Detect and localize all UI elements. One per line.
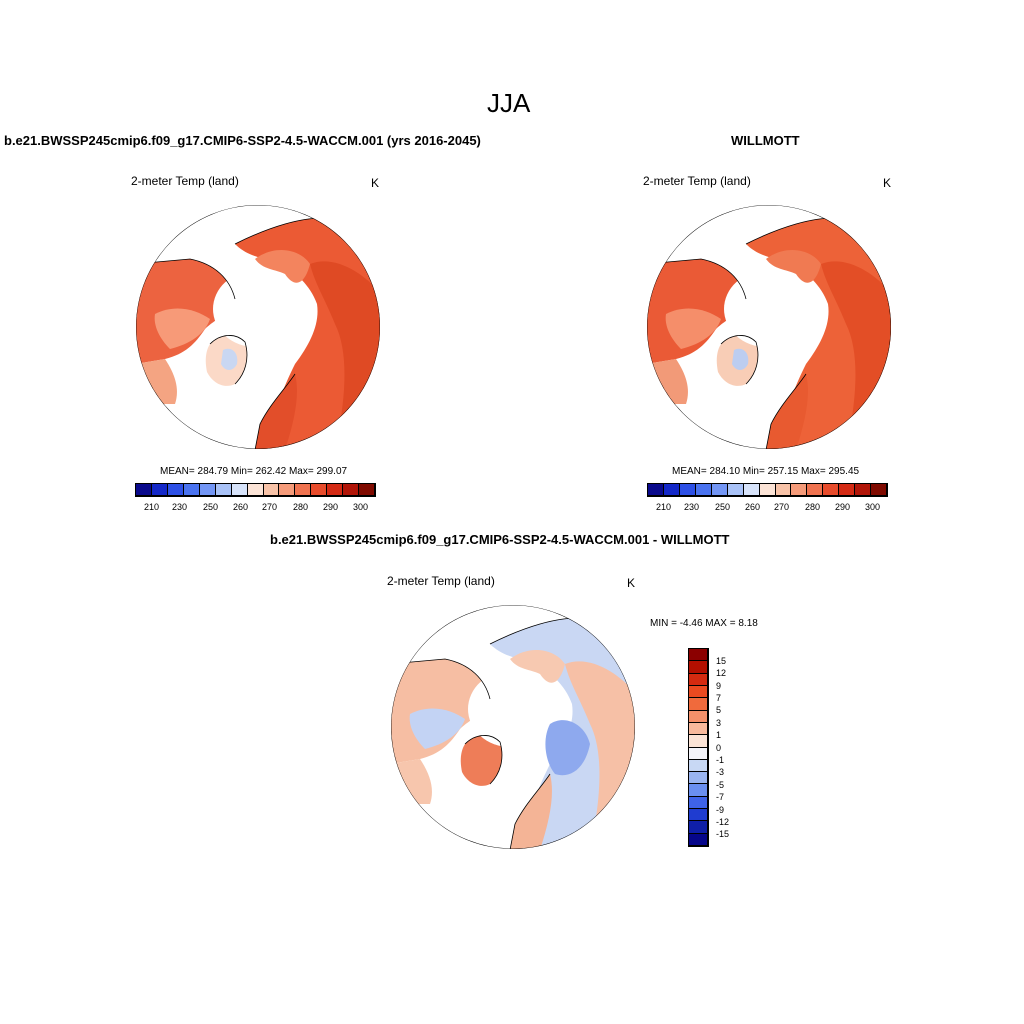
obs-colorbar-tick-label: 280 [805, 502, 821, 512]
diff-colorbar-tick-label: 12 [716, 668, 727, 678]
figure-title: JJA [487, 88, 531, 118]
obs-colorbar-ticks: 210 230 250 260 270 280 290 300 [647, 502, 888, 514]
obs-colorbar-swatch [775, 484, 792, 496]
diff-stats-line: MIN = -4.46 MAX = 8.18 [650, 618, 758, 629]
obs-colorbar-swatch [791, 484, 808, 496]
diff-colorbar-swatch [689, 784, 708, 797]
model-colorbar-swatch [167, 484, 184, 496]
model-colorbar [135, 483, 376, 497]
obs-colorbar-swatch [711, 484, 728, 496]
model-stats-line: MEAN= 284.79 Min= 262.42 Max= 299.07 [160, 466, 348, 477]
obs-colorbar-tick-label: 210 [656, 502, 672, 512]
model-colorbar-swatch [327, 484, 344, 496]
model-colorbar-ticks: 210 230 250 260 270 280 290 300 [135, 502, 376, 514]
diff-colorbar-swatch [689, 698, 708, 711]
model-colorbar-swatch [263, 484, 280, 496]
model-colorbar-tick-label: 300 [353, 502, 369, 512]
diff-colorbar-tick-label: -7 [716, 792, 725, 802]
model-colorbar-swatch [183, 484, 200, 496]
obs-colorbar-swatch [743, 484, 760, 496]
obs-units-label: K [883, 176, 892, 190]
obs-colorbar-tick-label: 290 [835, 502, 851, 512]
diff-colorbar-swatch [689, 821, 708, 834]
obs-colorbar-swatch [679, 484, 696, 496]
diff-colorbar-swatch [689, 710, 708, 723]
diff-variable-label: 2-meter Temp (land) [387, 574, 495, 588]
obs-colorbar-tick-label: 250 [715, 502, 731, 512]
diff-colorbar-tick-label: -1 [716, 755, 725, 765]
obs-colorbar-swatch [839, 484, 856, 496]
model-colorbar-tick-label: 290 [323, 502, 339, 512]
model-colorbar-tick-label: 250 [203, 502, 219, 512]
diff-colorbar-swatch [689, 772, 708, 785]
model-colorbar-tick-label: 210 [144, 502, 160, 512]
obs-colorbar-swatch [663, 484, 680, 496]
diff-colorbar-tick-label: 15 [716, 656, 727, 666]
diff-colorbar-tick-label: 9 [716, 681, 722, 691]
obs-colorbar-swatch [727, 484, 744, 496]
model-colorbar-tick-label: 260 [233, 502, 249, 512]
diff-colorbar-swatch [689, 661, 708, 674]
obs-colorbar-tick-label: 260 [745, 502, 761, 512]
model-colorbar-tick-label: 280 [293, 502, 309, 512]
diff-colorbar-tick-label: -15 [716, 829, 730, 839]
diff-colorbar-swatch [689, 747, 708, 760]
model-polar-map [136, 205, 380, 449]
diff-colorbar-tick-label: 3 [716, 718, 722, 728]
diff-colorbar-tick-label: 0 [716, 743, 722, 753]
diff-colorbar-tick-label: 1 [716, 730, 722, 740]
diff-colorbar-ticks: 15 12 9 7 5 3 1 0 -1 -3 -5 -7 -9 -12 -15 [716, 648, 756, 847]
diff-units-label: K [627, 576, 636, 590]
diff-colorbar-tick-label: -3 [716, 767, 725, 777]
model-colorbar-swatch [231, 484, 248, 496]
model-colorbar-swatch [279, 484, 296, 496]
obs-colorbar-swatch [807, 484, 824, 496]
diff-colorbar-swatch [689, 796, 708, 810]
model-colorbar-swatch [215, 484, 232, 496]
diff-colorbar-swatch [689, 722, 708, 736]
diff-colorbar-swatch [689, 809, 708, 822]
obs-colorbar-tick-label: 300 [865, 502, 881, 512]
model-colorbar-tick-label: 270 [262, 502, 278, 512]
diff-colorbar-swatch [689, 685, 708, 699]
diff-colorbar [688, 648, 709, 847]
model-units-label: K [371, 176, 380, 190]
obs-colorbar-swatch [695, 484, 712, 496]
obs-colorbar-swatch [823, 484, 840, 496]
model-colorbar-swatch [151, 484, 168, 496]
model-panel-header: b.e21.BWSSP245cmip6.f09_g17.CMIP6-SSP2-4… [4, 133, 481, 148]
diff-colorbar-swatch [689, 649, 708, 662]
obs-stats-line: MEAN= 284.10 Min= 257.15 Max= 295.45 [672, 466, 860, 477]
model-colorbar-tick-label: 230 [172, 502, 188, 512]
diff-colorbar-swatch [689, 735, 708, 748]
diff-colorbar-swatch [689, 833, 708, 846]
obs-colorbar-swatch [855, 484, 872, 496]
model-colorbar-swatch [359, 484, 376, 496]
diff-colorbar-swatch [689, 759, 708, 773]
diff-colorbar-tick-label: -5 [716, 780, 725, 790]
diff-panel-header: b.e21.BWSSP245cmip6.f09_g17.CMIP6-SSP2-4… [270, 532, 730, 547]
model-colorbar-swatch [311, 484, 328, 496]
obs-polar-map [647, 205, 891, 449]
model-colorbar-swatch [199, 484, 216, 496]
diff-colorbar-tick-label: 5 [716, 705, 722, 715]
model-colorbar-swatch [136, 484, 152, 496]
diff-colorbar-tick-label: -12 [716, 817, 730, 827]
model-colorbar-swatch [295, 484, 312, 496]
obs-colorbar-tick-label: 230 [684, 502, 700, 512]
model-variable-label: 2-meter Temp (land) [131, 174, 239, 188]
obs-colorbar-tick-label: 270 [774, 502, 790, 512]
obs-colorbar-swatch [759, 484, 776, 496]
diff-colorbar-tick-label: -9 [716, 805, 725, 815]
obs-colorbar-swatch [871, 484, 888, 496]
obs-colorbar [647, 483, 888, 497]
obs-variable-label: 2-meter Temp (land) [643, 174, 751, 188]
model-colorbar-swatch [247, 484, 264, 496]
diff-colorbar-tick-label: 7 [716, 693, 722, 703]
diff-polar-map [391, 605, 635, 849]
diff-colorbar-swatch [689, 673, 708, 686]
model-colorbar-swatch [343, 484, 360, 496]
obs-panel-header: WILLMOTT [731, 133, 800, 148]
obs-colorbar-swatch [648, 484, 664, 496]
